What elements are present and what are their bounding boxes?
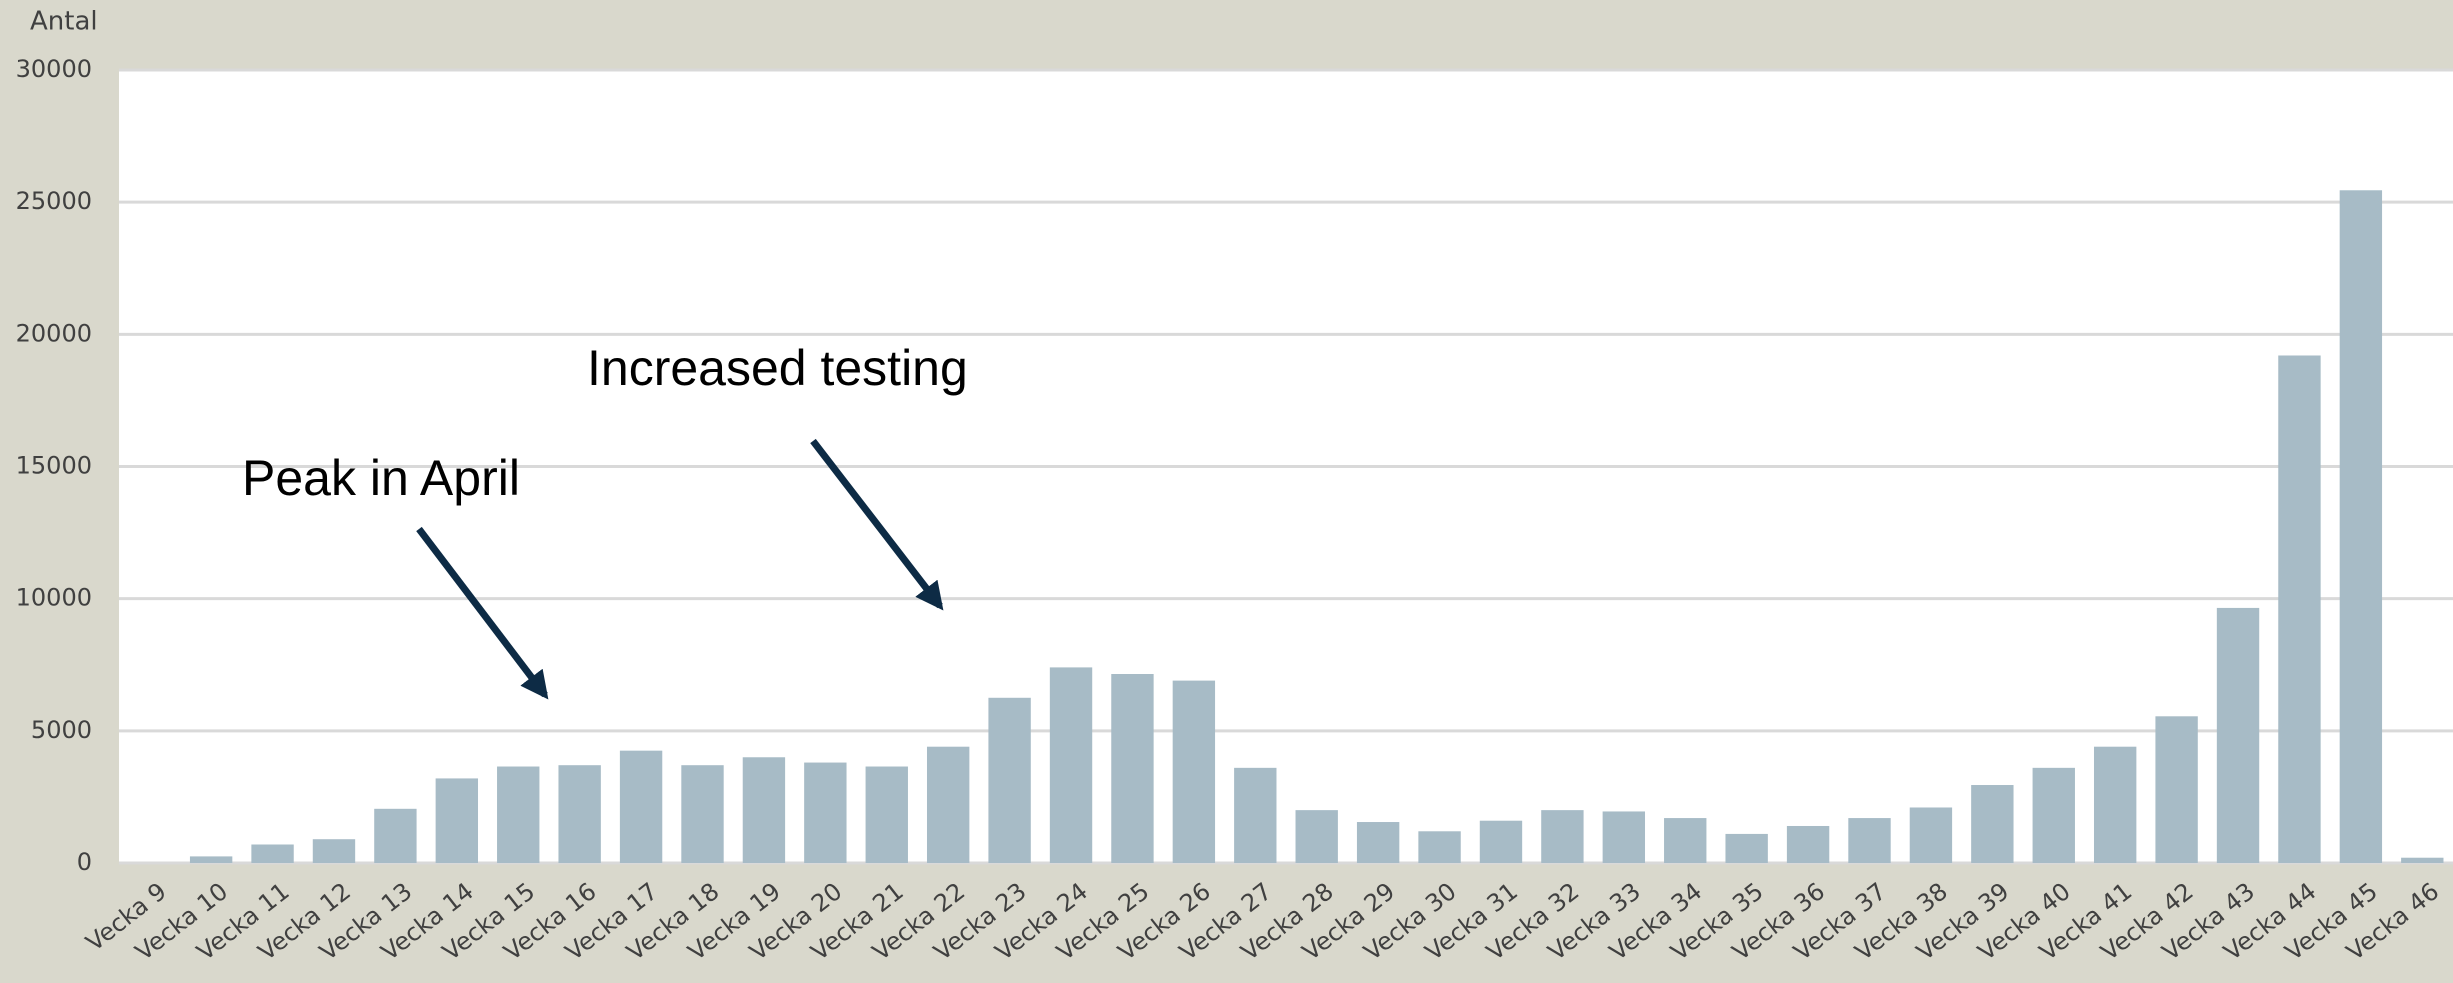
bar [1664, 818, 1707, 863]
bar [1295, 810, 1338, 863]
bar [1049, 667, 1093, 863]
y-tick-label: 20000 [16, 319, 92, 347]
annotation-arrow [416, 526, 549, 700]
annotation: Increased testing [587, 340, 968, 396]
bar [1602, 811, 1646, 863]
bar [865, 766, 908, 863]
y-tick-label: 30000 [16, 55, 92, 83]
bar [2278, 355, 2321, 863]
bar [1172, 680, 1216, 863]
bar [1971, 785, 2014, 863]
bar [988, 697, 1031, 863]
bar [2339, 190, 2383, 863]
bar [251, 844, 294, 863]
bar [926, 746, 970, 863]
bar [1479, 820, 1523, 863]
bar [1111, 674, 1154, 863]
bar [1848, 818, 1891, 863]
bar [435, 778, 479, 863]
bar [312, 839, 356, 863]
bar [1356, 822, 1400, 863]
bar [1234, 767, 1277, 863]
annotation-arrow [810, 438, 944, 611]
bar [1909, 807, 1953, 863]
bar [681, 765, 724, 863]
bar [2401, 857, 2444, 863]
bar [1541, 810, 1584, 863]
bar [374, 808, 417, 863]
y-tick-label: 25000 [16, 187, 92, 215]
bar [558, 765, 601, 863]
y-tick-label: 0 [77, 848, 92, 876]
bar [619, 750, 663, 863]
bar [2032, 767, 2075, 863]
bar [2093, 746, 2137, 863]
bar [742, 757, 786, 863]
bar [2216, 607, 2260, 863]
y-axis-label: Antal [30, 7, 98, 37]
bar [189, 856, 233, 863]
y-tick-label: 10000 [16, 584, 92, 612]
bar [1725, 833, 1768, 863]
bar [1418, 831, 1461, 863]
y-tick-label: 15000 [16, 452, 92, 480]
bars [189, 190, 2444, 863]
bar [804, 762, 847, 863]
bar [2155, 716, 2198, 863]
bar [1786, 825, 1830, 863]
annotation: Peak in April [242, 450, 520, 506]
y-tick-label: 5000 [31, 716, 92, 744]
bar [497, 766, 540, 863]
